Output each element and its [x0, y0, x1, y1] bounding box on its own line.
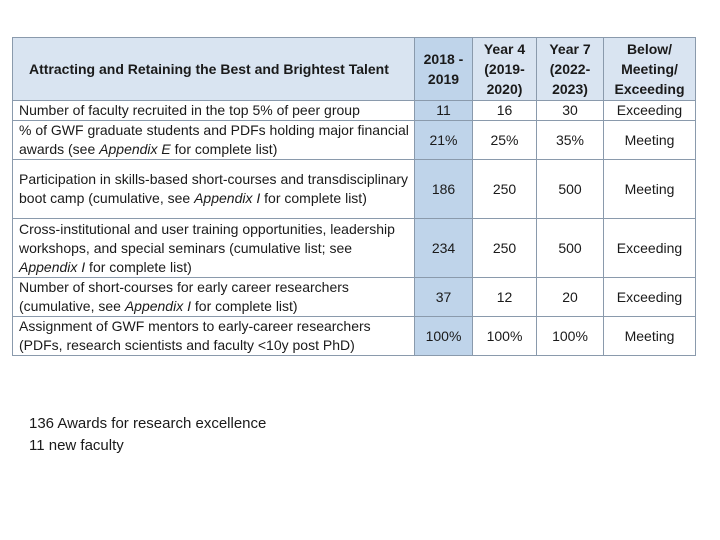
- value-2018-cell: 37: [414, 277, 473, 317]
- metric-cell: Cross-institutional and user training op…: [12, 218, 415, 278]
- table-row: Assignment of GWF mentors to early-caree…: [12, 316, 696, 356]
- value-year4-cell: 250: [472, 218, 537, 278]
- column-header-status: Below/ Meeting/ Exceeding: [603, 37, 696, 101]
- value-2018-cell: 11: [414, 100, 473, 121]
- metric-text-suffix: for complete list): [170, 141, 278, 157]
- metric-cell: % of GWF graduate students and PDFs hold…: [12, 120, 415, 160]
- appendix-reference: Appendix I: [194, 190, 261, 206]
- value-year4-cell: 250: [472, 159, 537, 219]
- column-header-2018: 2018 - 2019: [414, 37, 473, 101]
- value-year7-cell: 500: [536, 218, 604, 278]
- summary-notes: 136 Awards for research excellence 11 ne…: [29, 413, 266, 457]
- metric-text-suffix: for complete list): [260, 190, 367, 206]
- table-row: Participation in skills-based short-cour…: [12, 159, 696, 219]
- metric-cell: Number of faculty recruited in the top 5…: [12, 100, 415, 121]
- value-2018-cell: 100%: [414, 316, 473, 356]
- metric-text: % of GWF graduate students and PDFs hold…: [19, 122, 409, 157]
- column-header-year4: Year 4 (2019-2020): [472, 37, 537, 101]
- metric-text: Cross-institutional and user training op…: [19, 220, 395, 256]
- metric-text: Participation in skills-based short-cour…: [19, 171, 409, 206]
- value-2018-cell: 21%: [414, 120, 473, 160]
- value-year7-cell: 20: [536, 277, 604, 317]
- status-cell: Meeting: [603, 159, 696, 219]
- status-cell: Exceeding: [603, 218, 696, 278]
- note-awards: 136 Awards for research excellence: [29, 415, 267, 432]
- table-row: Number of short-courses for early career…: [12, 277, 696, 317]
- metric-text: Assignment of GWF mentors to early-caree…: [19, 318, 371, 353]
- value-year4-cell: 16: [472, 100, 537, 121]
- appendix-reference: Appendix I: [124, 298, 191, 314]
- column-header-year7: Year 7 (2022-2023): [536, 37, 604, 101]
- value-2018-cell: 234: [414, 218, 473, 278]
- metric-text: Number of short-courses for early career…: [19, 279, 349, 314]
- appendix-reference: Appendix E: [99, 141, 171, 157]
- metric-cell: Number of short-courses for early career…: [12, 277, 415, 317]
- note-new-faculty: 11 new faculty: [29, 437, 124, 454]
- value-2018-cell: 186: [414, 159, 473, 219]
- value-year4-cell: 25%: [472, 120, 537, 160]
- value-year7-cell: 35%: [536, 120, 604, 160]
- status-cell: Exceeding: [603, 100, 696, 121]
- table-header-row: Attracting and Retaining the Best and Br…: [12, 37, 696, 101]
- table-title: Attracting and Retaining the Best and Br…: [12, 37, 415, 101]
- table-row: Number of faculty recruited in the top 5…: [12, 100, 696, 121]
- metric-text: Number of faculty recruited in the top 5…: [19, 102, 360, 118]
- value-year7-cell: 500: [536, 159, 604, 219]
- status-cell: Exceeding: [603, 277, 696, 317]
- value-year7-cell: 30: [536, 100, 604, 121]
- value-year7-cell: 100%: [536, 316, 604, 356]
- value-year4-cell: 100%: [472, 316, 537, 356]
- appendix-reference: Appendix I: [19, 258, 86, 275]
- table-row: % of GWF graduate students and PDFs hold…: [12, 120, 696, 160]
- talent-metrics-table: Attracting and Retaining the Best and Br…: [12, 37, 696, 356]
- metric-text-suffix: for complete list): [191, 298, 298, 314]
- value-year4-cell: 12: [472, 277, 537, 317]
- status-cell: Meeting: [603, 120, 696, 160]
- status-cell: Meeting: [603, 316, 696, 356]
- metric-cell: Participation in skills-based short-cour…: [12, 159, 415, 219]
- metric-text-suffix: for complete list): [85, 258, 192, 275]
- metric-cell: Assignment of GWF mentors to early-caree…: [12, 316, 415, 356]
- table-row: Cross-institutional and user training op…: [12, 218, 696, 278]
